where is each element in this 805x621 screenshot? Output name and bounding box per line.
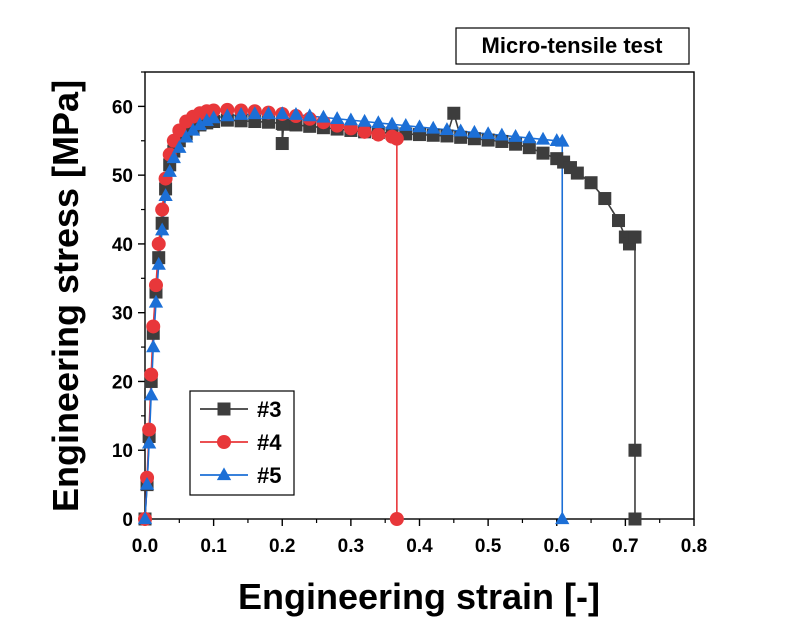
legend-label: #4 — [257, 430, 282, 455]
data-point — [277, 117, 291, 131]
x-axis-title: Engineering strain [-] — [238, 576, 600, 617]
data-point — [155, 222, 170, 236]
data-point — [555, 511, 570, 525]
data-point — [426, 120, 441, 134]
legend-marker — [217, 435, 231, 449]
data-point — [628, 443, 642, 457]
data-point — [447, 106, 461, 120]
y-tick-label: 10 — [112, 441, 133, 462]
legend: #3 #4 #5 — [189, 390, 295, 496]
data-point — [162, 164, 177, 177]
data-point — [137, 511, 153, 525]
data-point — [467, 124, 482, 138]
data-point — [628, 230, 642, 244]
chart-title-box: Micro-tensile test — [455, 27, 690, 65]
data-point — [139, 476, 155, 490]
x-tick-label: 0.0 — [132, 536, 158, 557]
data-point — [148, 294, 164, 308]
data-point — [146, 339, 161, 353]
data-point — [357, 113, 372, 127]
x-tick-label: 0.8 — [681, 536, 707, 557]
y-tick-label: 20 — [112, 372, 133, 393]
data-point — [185, 122, 201, 136]
data-point — [522, 130, 537, 144]
data-point — [144, 367, 159, 382]
data-point — [146, 319, 161, 334]
data-point — [151, 236, 166, 251]
data-point — [389, 131, 404, 146]
data-point — [384, 116, 400, 130]
data-point — [247, 106, 262, 120]
data-point — [570, 166, 584, 180]
x-tick-label: 0.3 — [338, 536, 364, 557]
data-point — [141, 435, 157, 449]
data-point — [302, 108, 317, 122]
axis-ticks: 0.0 0.1 0.2 0.3 0.4 0.5 0.6 0.7 0.8 0 10 20 30 40 50 60 — [112, 71, 707, 557]
x-tick-label: 0.1 — [200, 536, 227, 557]
data-point — [439, 122, 455, 135]
chart-title: Micro-tensile test — [482, 33, 664, 58]
data-point — [148, 278, 163, 293]
data-point — [220, 108, 235, 122]
data-point — [316, 109, 331, 123]
data-point — [598, 192, 612, 206]
data-point — [480, 126, 496, 140]
data-point — [371, 115, 386, 129]
data-point — [158, 188, 173, 201]
data-point — [142, 422, 157, 437]
data-point — [192, 117, 208, 131]
data-point — [155, 202, 170, 217]
data-point — [275, 137, 289, 151]
data-point — [535, 131, 551, 145]
series-markers-3 — [137, 106, 570, 525]
data-point — [261, 106, 276, 120]
data-point — [371, 127, 386, 142]
data-point — [144, 387, 159, 401]
data-point — [179, 129, 194, 143]
data-point — [584, 176, 598, 190]
legend-marker — [216, 467, 232, 481]
data-point — [151, 256, 166, 270]
data-point — [555, 133, 570, 147]
data-point — [522, 141, 536, 155]
markers-layer — [137, 102, 642, 526]
data-point — [343, 112, 359, 126]
x-tick-label: 0.4 — [406, 536, 433, 557]
data-point — [494, 127, 509, 141]
data-point — [275, 106, 290, 120]
legend-label: #3 — [257, 397, 281, 422]
data-point — [172, 139, 187, 153]
data-point — [628, 512, 642, 526]
x-tick-label: 0.6 — [544, 536, 570, 557]
data-point — [536, 146, 550, 160]
data-point — [412, 119, 427, 133]
x-tick-label: 0.2 — [269, 536, 295, 557]
data-point — [166, 150, 181, 164]
data-point — [357, 124, 372, 139]
y-tick-label: 40 — [112, 235, 133, 256]
x-tick-label: 0.7 — [612, 536, 638, 557]
y-tick-label: 0 — [122, 510, 133, 531]
data-point — [233, 106, 249, 120]
data-point — [288, 106, 304, 120]
y-tick-label: 50 — [112, 166, 133, 187]
y-axis-title: Engineering stress [MPa] — [45, 80, 86, 512]
legend-marker — [217, 402, 231, 416]
data-point — [389, 512, 404, 526]
data-point — [508, 128, 523, 142]
data-point — [206, 110, 221, 124]
data-point — [612, 214, 626, 228]
legend-label: #5 — [257, 463, 281, 488]
y-tick-label: 60 — [112, 97, 133, 118]
data-point — [330, 111, 345, 124]
data-point — [398, 117, 413, 131]
y-tick-label: 30 — [112, 304, 133, 325]
x-tick-label: 0.5 — [475, 536, 502, 557]
data-point — [453, 123, 468, 137]
